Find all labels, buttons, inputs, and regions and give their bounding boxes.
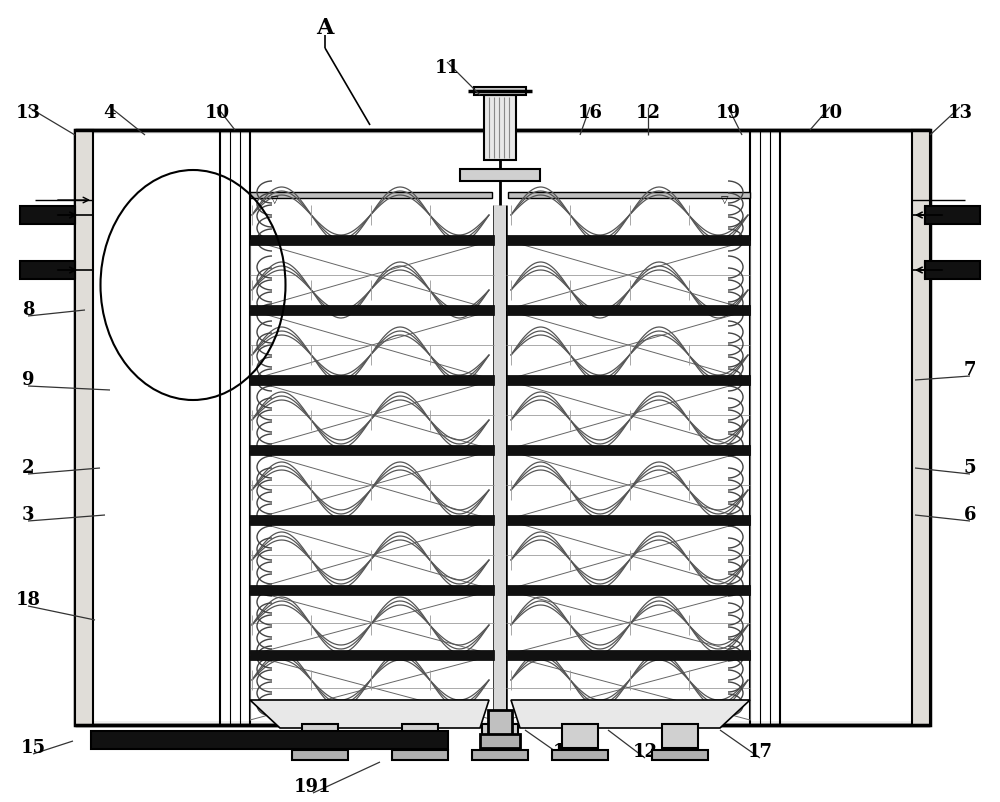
Bar <box>91 731 448 749</box>
Bar <box>652 750 708 760</box>
Bar <box>250 192 492 198</box>
Text: 191: 191 <box>294 778 332 796</box>
Text: 4: 4 <box>104 104 116 122</box>
Text: 16: 16 <box>578 104 602 122</box>
Text: 2: 2 <box>22 459 34 477</box>
Text: 5: 5 <box>964 459 976 477</box>
Bar <box>506 375 750 385</box>
Text: 1: 1 <box>22 209 34 227</box>
Bar <box>506 445 750 455</box>
Text: 19: 19 <box>716 104 740 122</box>
Bar <box>75 130 93 725</box>
Text: 7: 7 <box>964 361 976 379</box>
Bar <box>482 724 518 748</box>
Text: 11: 11 <box>434 59 460 77</box>
Bar <box>562 724 598 748</box>
Text: 18: 18 <box>16 591 40 609</box>
Bar <box>662 724 698 748</box>
Bar <box>552 750 608 760</box>
Bar <box>292 750 348 760</box>
Text: 3: 3 <box>22 506 34 524</box>
Polygon shape <box>250 700 489 728</box>
Bar <box>250 375 494 385</box>
Bar <box>302 724 338 748</box>
Bar <box>250 650 494 660</box>
Bar <box>250 585 494 595</box>
Text: 6: 6 <box>964 506 976 524</box>
Text: 10: 10 <box>204 104 230 122</box>
Text: ▽: ▽ <box>271 195 279 205</box>
Bar <box>20 206 75 224</box>
Bar <box>79 134 926 721</box>
Text: 13: 13 <box>16 104 40 122</box>
Bar <box>508 192 750 198</box>
Bar <box>250 235 494 245</box>
Bar <box>506 235 750 245</box>
Bar <box>20 261 75 279</box>
Bar <box>506 585 750 595</box>
Text: 10: 10 <box>817 104 843 122</box>
Bar <box>925 261 980 279</box>
Bar <box>250 515 494 525</box>
Bar <box>75 130 930 725</box>
Bar <box>484 95 516 160</box>
Bar <box>912 130 930 725</box>
Text: 1: 1 <box>964 261 976 279</box>
Bar <box>480 734 520 748</box>
Bar <box>494 205 506 718</box>
Text: ▽: ▽ <box>721 195 729 205</box>
Circle shape <box>532 168 546 182</box>
Bar <box>472 750 528 760</box>
Bar <box>474 87 526 95</box>
Text: 15: 15 <box>20 739 46 757</box>
Text: 14: 14 <box>552 743 578 761</box>
Bar <box>250 445 494 455</box>
Text: 8: 8 <box>22 301 34 319</box>
Text: 17: 17 <box>748 743 772 761</box>
Circle shape <box>454 168 468 182</box>
Text: 9: 9 <box>22 371 34 389</box>
Text: 12: 12 <box>633 743 658 761</box>
Bar <box>250 305 494 315</box>
Polygon shape <box>511 700 750 728</box>
Bar <box>506 305 750 315</box>
Text: 12: 12 <box>636 104 660 122</box>
Bar <box>506 650 750 660</box>
Bar <box>488 710 512 740</box>
Bar <box>402 724 438 748</box>
Text: A: A <box>316 17 334 39</box>
Bar <box>460 169 540 181</box>
Bar <box>392 750 448 760</box>
Bar <box>506 515 750 525</box>
Bar <box>925 206 980 224</box>
Text: 13: 13 <box>948 104 972 122</box>
